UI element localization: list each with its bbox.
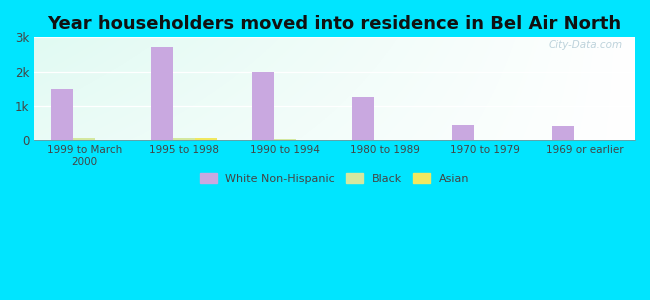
Bar bbox=[252, 72, 274, 140]
Bar bbox=[73, 138, 96, 140]
Bar bbox=[352, 98, 374, 140]
Title: Year householders moved into residence in Bel Air North: Year householders moved into residence i… bbox=[47, 15, 621, 33]
Bar bbox=[51, 89, 73, 140]
Bar bbox=[196, 138, 218, 140]
Text: City-Data.com: City-Data.com bbox=[549, 40, 623, 50]
Bar bbox=[151, 47, 174, 140]
Bar bbox=[452, 125, 474, 140]
Bar bbox=[174, 138, 196, 140]
Bar bbox=[552, 126, 574, 140]
Legend: White Non-Hispanic, Black, Asian: White Non-Hispanic, Black, Asian bbox=[196, 169, 474, 188]
